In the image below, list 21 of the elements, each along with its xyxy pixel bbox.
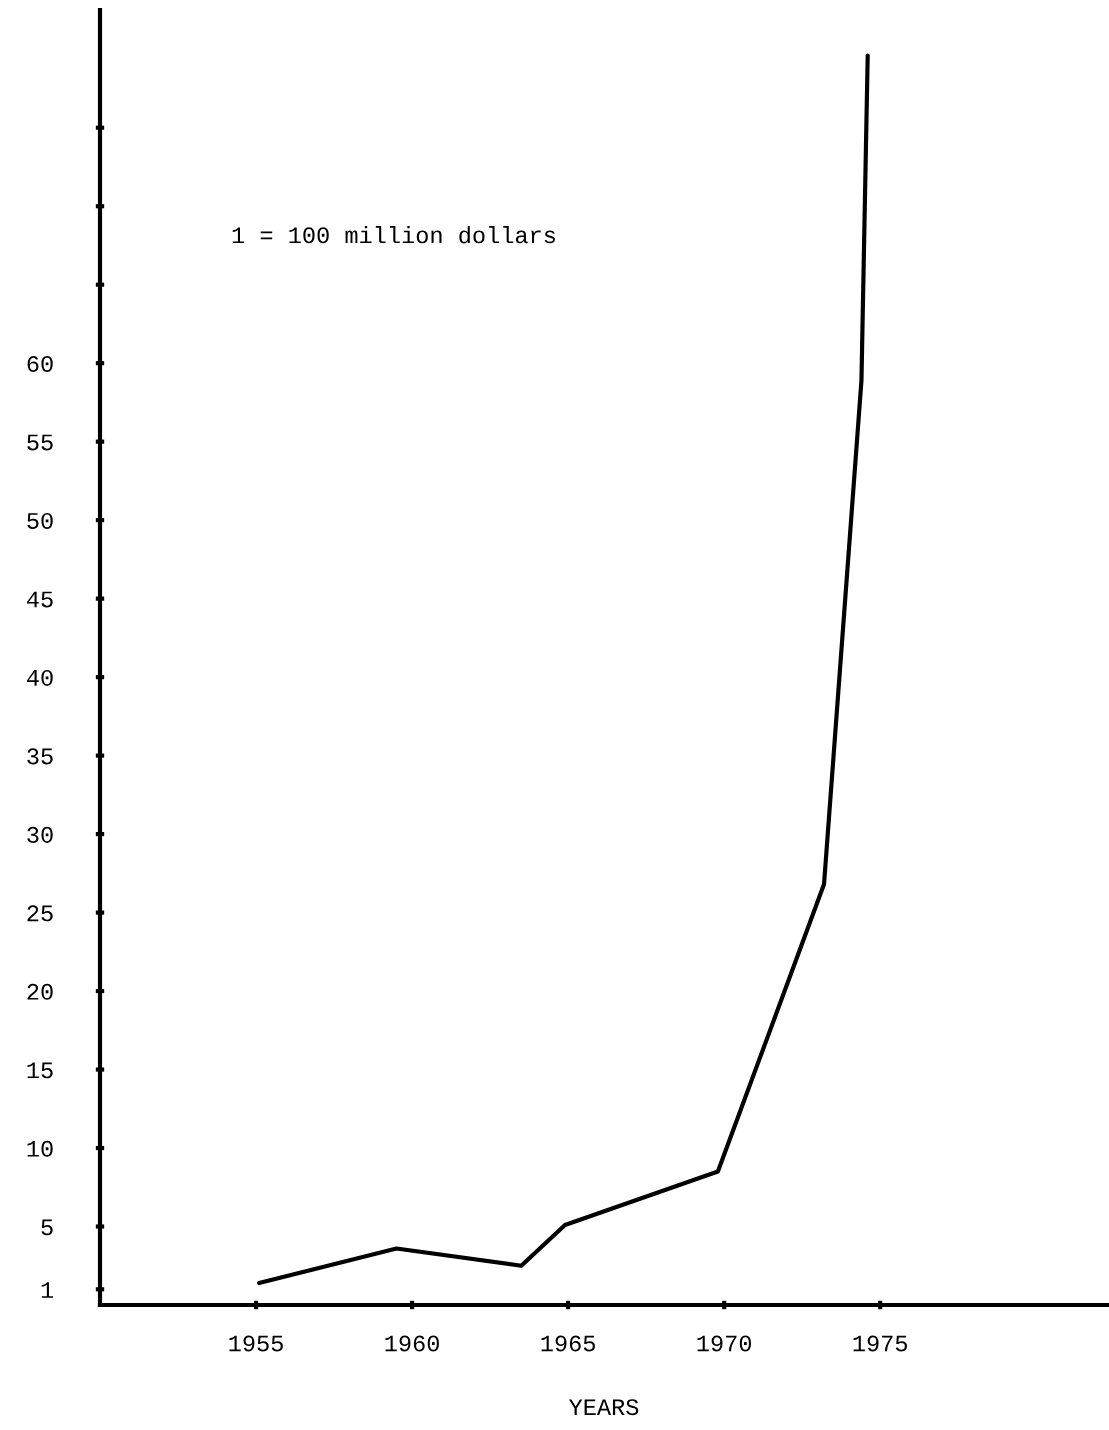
x-tick-label: 1970 <box>697 1335 752 1352</box>
y-tick-label: 45 <box>27 591 53 608</box>
x-tick-label: 1975 <box>853 1335 908 1352</box>
y-tick-label: 35 <box>27 748 53 765</box>
x-tick-label: 1960 <box>385 1335 439 1352</box>
y-tick-label: 10 <box>27 1140 53 1157</box>
y-tick-label: 5 <box>41 1219 53 1236</box>
x-tick-label: 1965 <box>541 1335 595 1352</box>
line-series <box>257 53 870 1286</box>
y-tick-label: 1 <box>41 1282 54 1298</box>
y-tick-label: 40 <box>27 669 53 686</box>
x-axis-title: YEARS <box>568 1399 639 1416</box>
y-tick-label: 60 <box>27 355 53 372</box>
y-tick-label: 25 <box>27 905 53 922</box>
y-tick-label: 30 <box>27 826 53 843</box>
annotation: 1 = 100 million dollars <box>232 225 555 244</box>
y-tick-label: 15 <box>27 1062 53 1079</box>
x-tick-label: 1955 <box>229 1335 283 1352</box>
y-tick-label: 50 <box>27 512 53 529</box>
y-tick-label: 55 <box>27 434 53 451</box>
y-tick-label: 20 <box>27 983 53 1000</box>
